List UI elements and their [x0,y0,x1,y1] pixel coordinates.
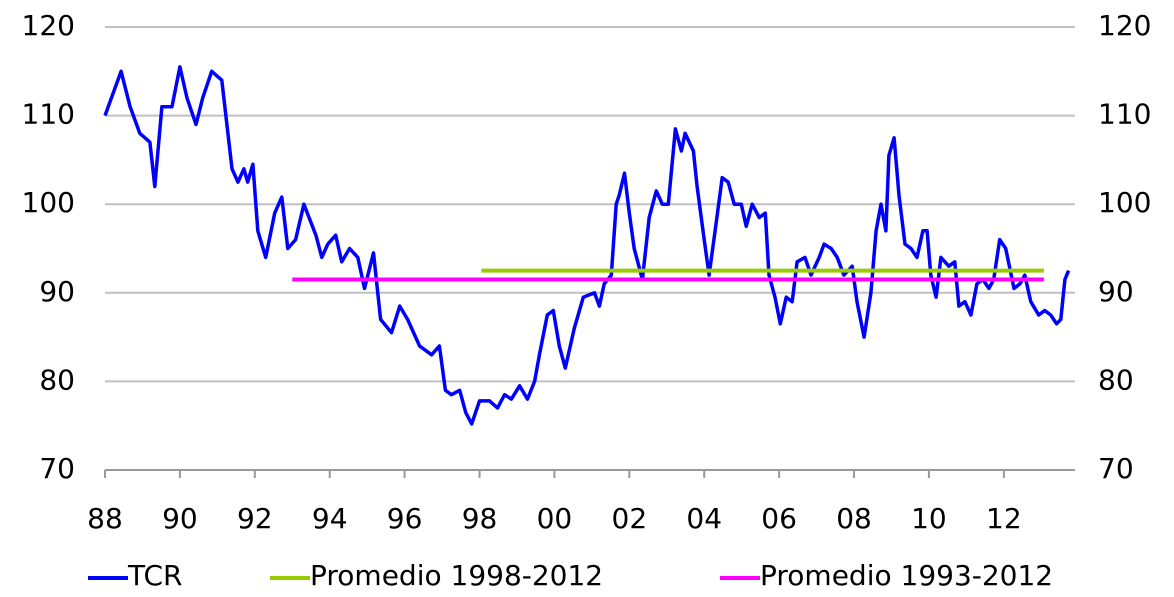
x-tick-label: 10 [911,502,947,535]
y2-tick-label: 100 [1098,186,1151,219]
x-tick-label: 08 [836,502,872,535]
legend-label: Promedio 1993-2012 [760,559,1053,592]
y-tick-label: 90 [39,275,75,308]
y-tick-label: 100 [22,186,75,219]
x-tick-label: 00 [537,502,573,535]
y-tick-label: 80 [39,363,75,396]
y2-tick-label: 110 [1098,98,1151,131]
x-tick-label: 06 [761,502,797,535]
x-tick-label: 02 [612,502,648,535]
x-tick-label: 96 [387,502,423,535]
line [103,65,1071,426]
y-tick-label: 120 [22,9,75,42]
x-tick-label: 12 [986,502,1022,535]
legend-label: TCR [127,559,182,592]
y2-tick-label: 120 [1098,9,1151,42]
y-tick-label: 70 [39,452,75,485]
x-tick-label: 98 [462,502,498,535]
x-tick-label: 90 [162,502,198,535]
x-tick-label: 92 [237,502,273,535]
y2-tick-label: 70 [1098,452,1134,485]
y2-tick-label: 80 [1098,363,1134,396]
y-tick-label: 110 [22,98,75,131]
y2-tick-label: 90 [1098,275,1134,308]
x-tick-label: 04 [686,502,722,535]
x-tick-label: 88 [87,502,123,535]
legend-label: Promedio 1998-2012 [310,559,603,592]
x-tick-label: 94 [312,502,348,535]
